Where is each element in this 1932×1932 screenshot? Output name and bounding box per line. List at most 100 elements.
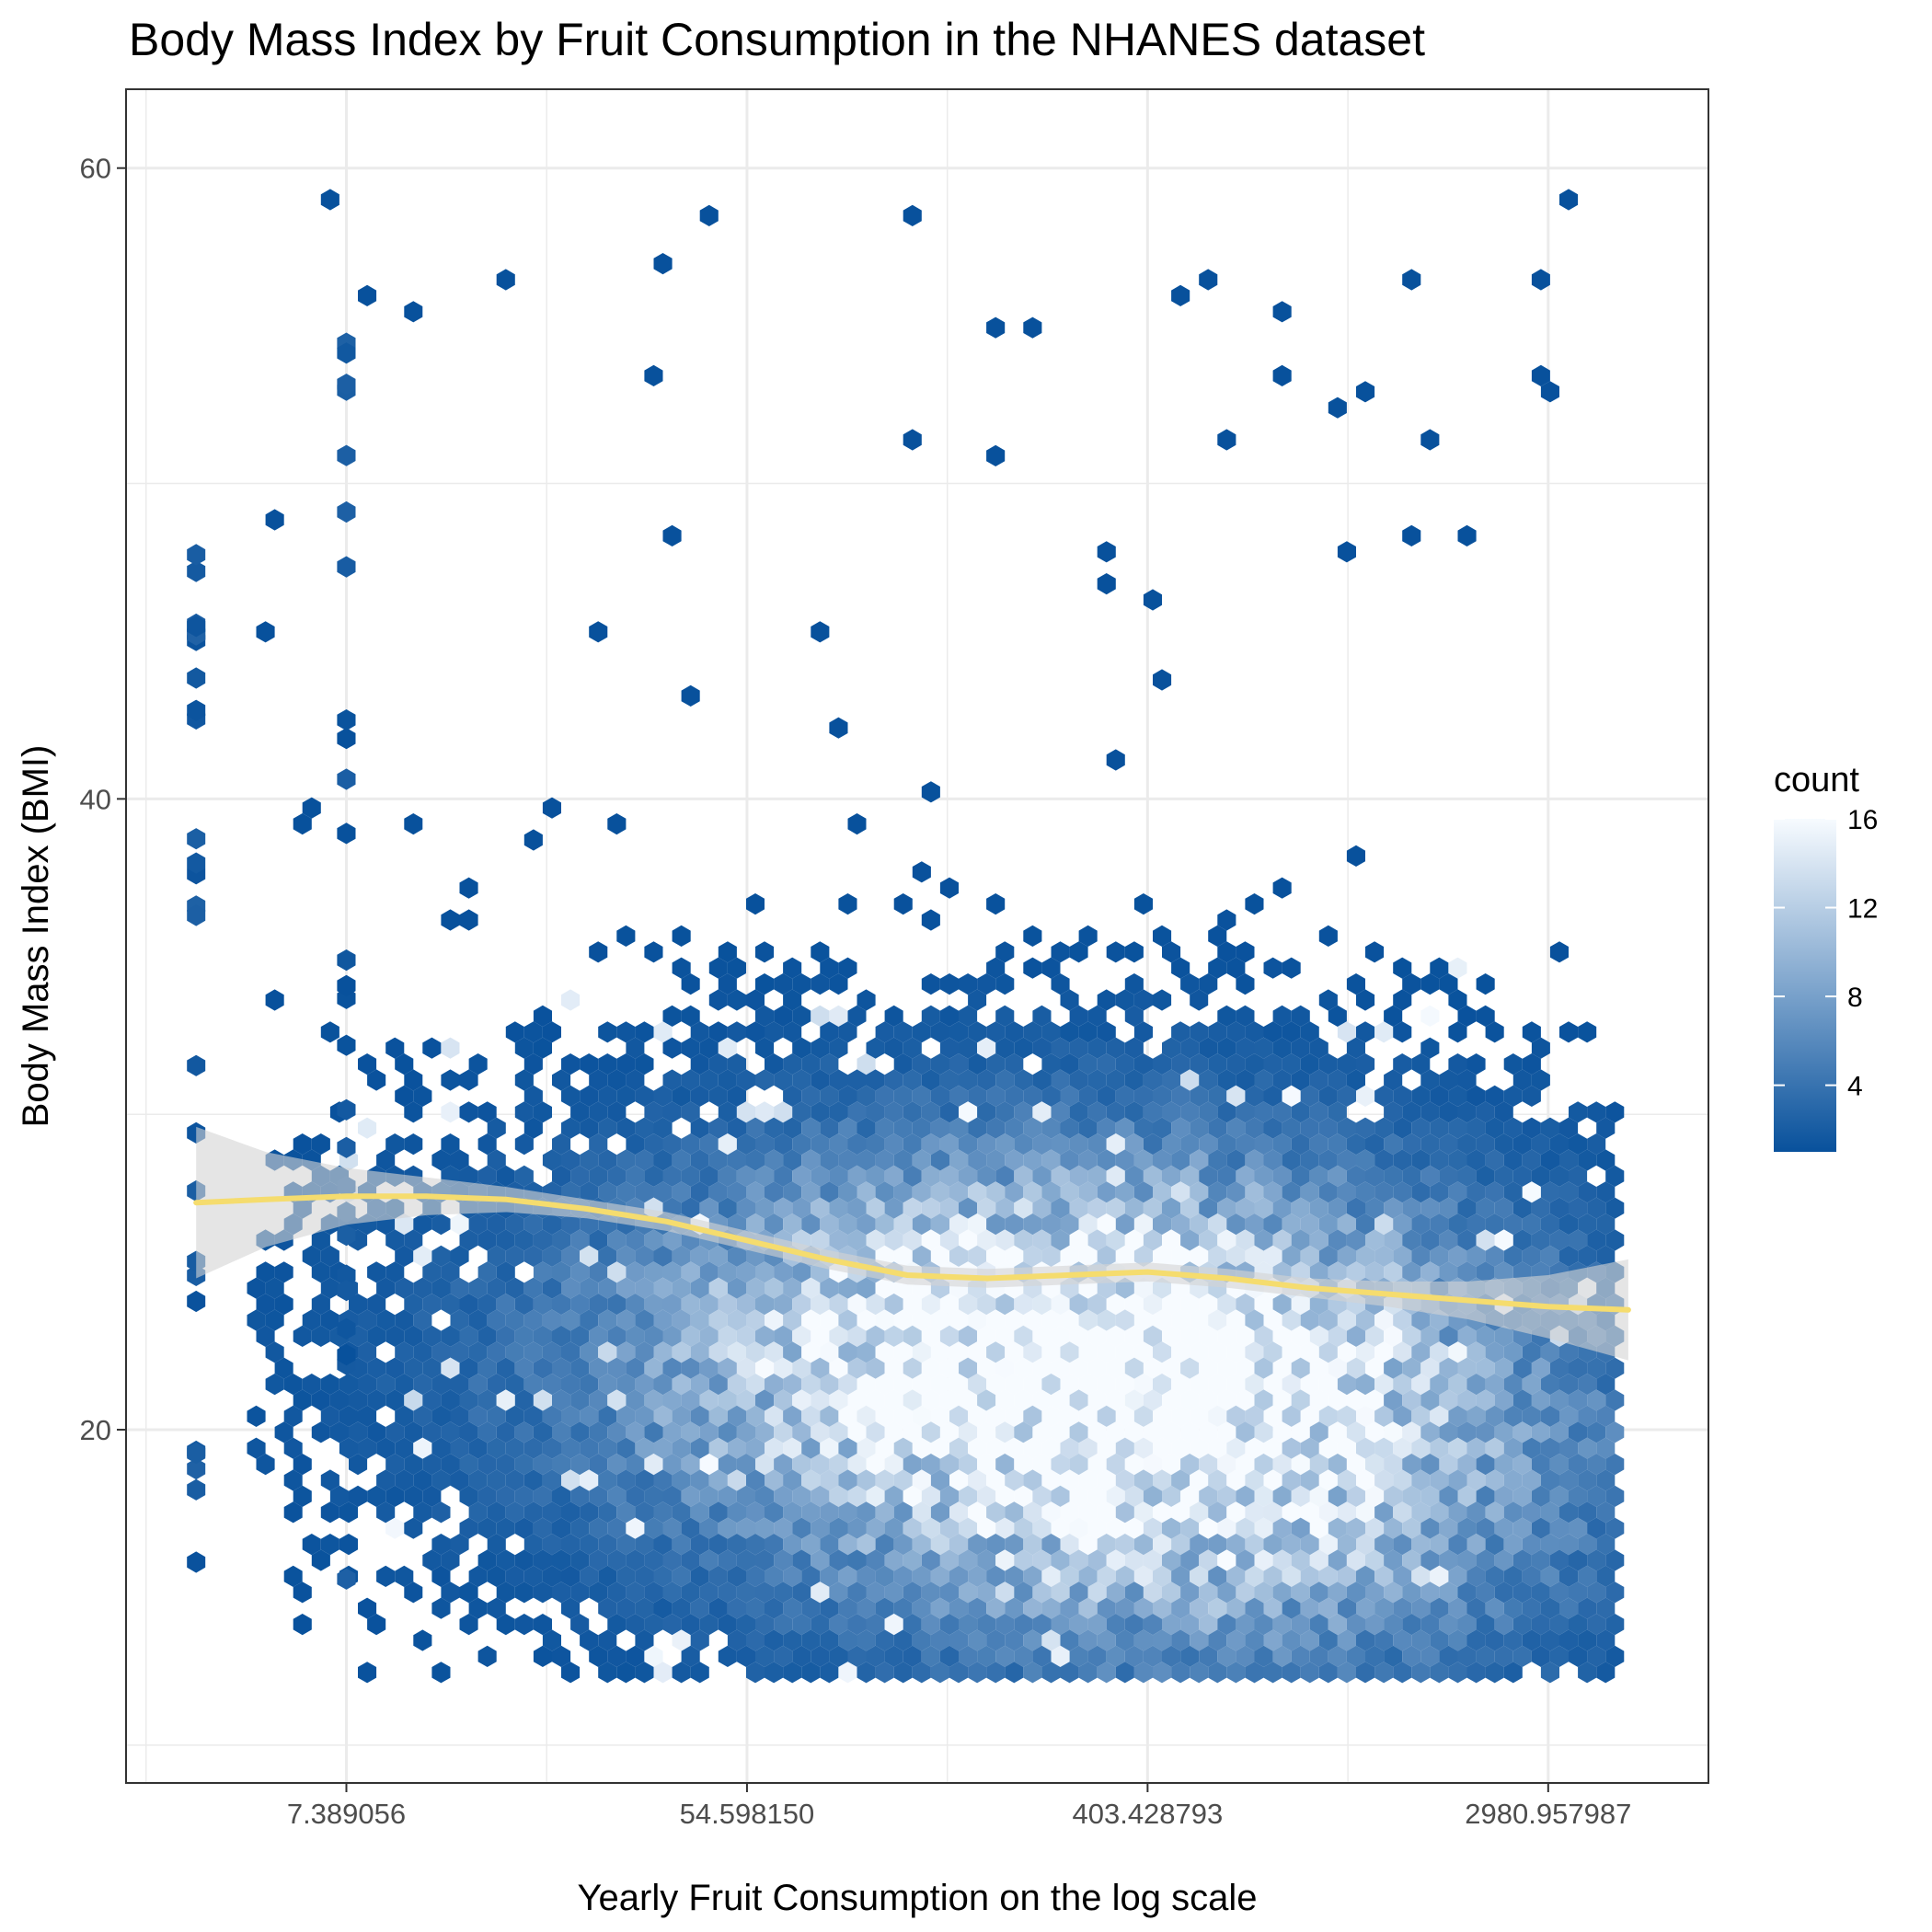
hexbin-cell [616,1597,636,1619]
hexbin-cell [708,1534,728,1556]
hexbin-cell [921,1165,940,1187]
hexbin-cell [1346,1581,1365,1604]
hexbin-cell [598,1021,617,1043]
hexbin-cell [1106,1229,1125,1251]
hexbin-cell [1032,1037,1052,1059]
hexbin-cell [829,1454,848,1476]
hexbin-cell [1199,1581,1218,1604]
hexbin-cell [1522,1117,1541,1139]
hexbin-cell [939,1037,959,1059]
hexbin-cell [1023,1085,1042,1107]
hexbin-cell [968,1405,987,1427]
hexbin-cell [690,1469,709,1491]
hexbin-cell [580,1374,599,1396]
hexbin-cell [459,877,478,899]
hexbin-cell [1549,1133,1569,1156]
hexbin-cell [736,1581,755,1604]
hexbin-cell [1291,1325,1310,1347]
hexbin-cell [1014,1454,1033,1476]
hexbin-cell [884,1421,903,1443]
hexbin-cell [542,1309,561,1331]
hexbin-cell [1411,1085,1431,1107]
hexbin-cell [1430,1245,1449,1267]
hexbin-cell [337,1568,356,1590]
hexbin-cell [783,1021,802,1043]
hexbin-cell [459,1165,478,1187]
hexbin-cell [968,1149,987,1171]
hexbin-cell [811,1421,830,1443]
hexbin-cell [1540,1149,1559,1171]
hexbin-cell [349,1294,368,1316]
hexbin-cell [1494,1229,1513,1251]
hexbin-cell [1494,1421,1513,1443]
hexbin-cell [1143,1485,1162,1507]
hexbin-cell [718,1261,737,1283]
hexbin-cell [533,1421,552,1443]
hexbin-cell [1162,1389,1181,1411]
hexbin-cell [1051,1133,1070,1156]
hexbin-cell [1153,1117,1172,1139]
hexbin-cell [349,1389,368,1411]
hexbin-cell [320,189,339,211]
hexbin-cell [1522,1501,1541,1524]
hexbin-cell [1587,1517,1606,1539]
hexbin-cell [1291,1454,1310,1476]
hexbin-cell [746,1437,765,1459]
hexbin-cell [1245,1309,1264,1331]
hexbin-cell [765,1341,784,1363]
hexbin-cell [977,1485,996,1507]
hexbin-cell [1272,1485,1292,1507]
hexbin-cell [1254,1325,1273,1347]
hexbin-cell [358,1374,377,1396]
y-tick-label: 40 [80,783,111,815]
hexbin-cell [1318,1501,1338,1524]
hexbin-cell [930,1565,949,1587]
hexbin-cell [1199,1549,1218,1571]
hexbin-cell [736,1517,755,1539]
hexbin-cell [1272,1421,1292,1443]
hexbin-cell [607,1517,627,1539]
hexbin-cell [1005,1245,1024,1267]
hexbin-cell [718,941,737,963]
hexbin-cell [755,1614,775,1636]
hexbin-cell [921,1645,940,1667]
hexbin-cell [337,709,356,731]
hexbin-cell [1522,1469,1541,1491]
hexbin-cell [320,1021,339,1043]
hexbin-cell [912,1085,931,1107]
hexbin-cell [718,1037,737,1059]
hexbin-cell [1199,1645,1218,1667]
hexbin-cell [635,1629,654,1651]
hexbin-cell [1356,1341,1375,1363]
hexbin-cell [477,1101,497,1123]
hexbin-cell [523,1085,543,1107]
hexbin-cell [829,1549,848,1571]
hexbin-cell [1466,1213,1486,1236]
hexbin-cell [337,1344,356,1366]
hexbin-cell [1559,1245,1579,1267]
hexbin-cell [986,1437,1006,1459]
hexbin-cell [496,1454,515,1476]
hexbin-cell [450,1245,469,1267]
hexbin-cell [939,1421,959,1443]
hexbin-cell [857,1085,876,1107]
hexbin-cell [1485,1374,1504,1396]
hexbin-cell [1466,1117,1486,1139]
hexbin-cell [1439,1454,1458,1476]
hexbin-cell [580,1053,599,1075]
hexbin-cell [1318,1149,1338,1171]
hexbin-cell [1457,1485,1477,1507]
hexbin-cell [505,1341,524,1363]
hexbin-cell [1199,1037,1218,1059]
hexbin-cell [1124,1101,1144,1123]
hexbin-cell [774,1005,793,1027]
hexbin-cell [1531,1069,1550,1091]
hexbin-cell [635,1149,654,1171]
hexbin-cell [949,1374,969,1396]
hexbin-cell [1365,1549,1385,1571]
hexbin-cell [968,1309,987,1331]
hexbin-cell [1578,1565,1597,1587]
hexbin-cell [1578,1213,1597,1236]
hexbin-cell [1503,1501,1523,1524]
hexbin-cell [598,1085,617,1107]
